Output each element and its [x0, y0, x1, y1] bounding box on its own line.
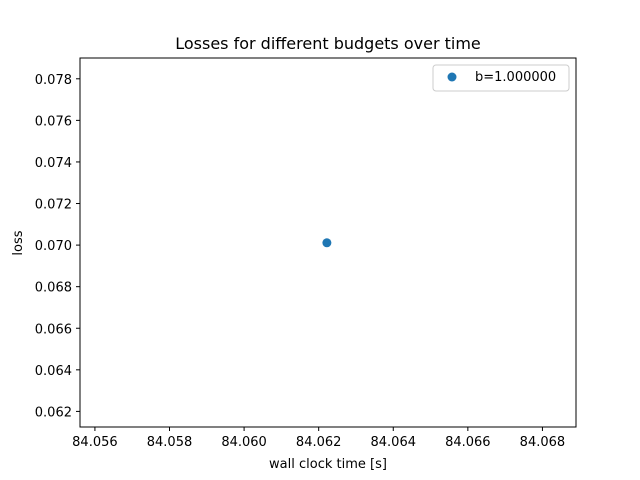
- chart-title: Losses for different budgets over time: [175, 34, 481, 53]
- legend: b=1.000000: [432, 64, 570, 92]
- y-tick-label: 0.066: [35, 322, 72, 337]
- x-tick-label: 84.060: [221, 435, 267, 450]
- x-axis-label: wall clock time [s]: [269, 457, 387, 472]
- x-tick-label: 84.058: [147, 435, 193, 450]
- y-tick-label: 0.072: [35, 198, 72, 213]
- y-tick-label: 0.064: [35, 364, 72, 379]
- data-point: [322, 238, 332, 248]
- y-tick-label: 0.074: [35, 156, 72, 171]
- y-tick-label: 0.078: [35, 73, 72, 88]
- x-tick-label: 84.056: [72, 435, 118, 450]
- data-points: [322, 238, 332, 248]
- y-tick-label: 0.076: [35, 114, 72, 129]
- x-axis: 84.056 84.058 84.060 84.062 84.064 84.066 84.0…: [72, 427, 565, 450]
- legend-marker: [447, 72, 457, 82]
- legend-box: [432, 64, 570, 92]
- x-tick-label: 84.064: [371, 435, 417, 450]
- y-tick-label: 0.062: [35, 405, 72, 420]
- y-axis-label: loss: [11, 230, 26, 255]
- x-tick-label: 84.062: [296, 435, 342, 450]
- y-axis: 0.062 0.064 0.066 0.068 0.070 0.072 0.074 0.076…: [35, 73, 80, 420]
- x-tick-label: 84.066: [445, 435, 491, 450]
- x-tick-label: 84.068: [520, 435, 566, 450]
- legend-label: b=1.000000: [475, 70, 556, 85]
- y-tick-label: 0.068: [35, 281, 72, 296]
- y-tick-label: 0.070: [35, 239, 72, 254]
